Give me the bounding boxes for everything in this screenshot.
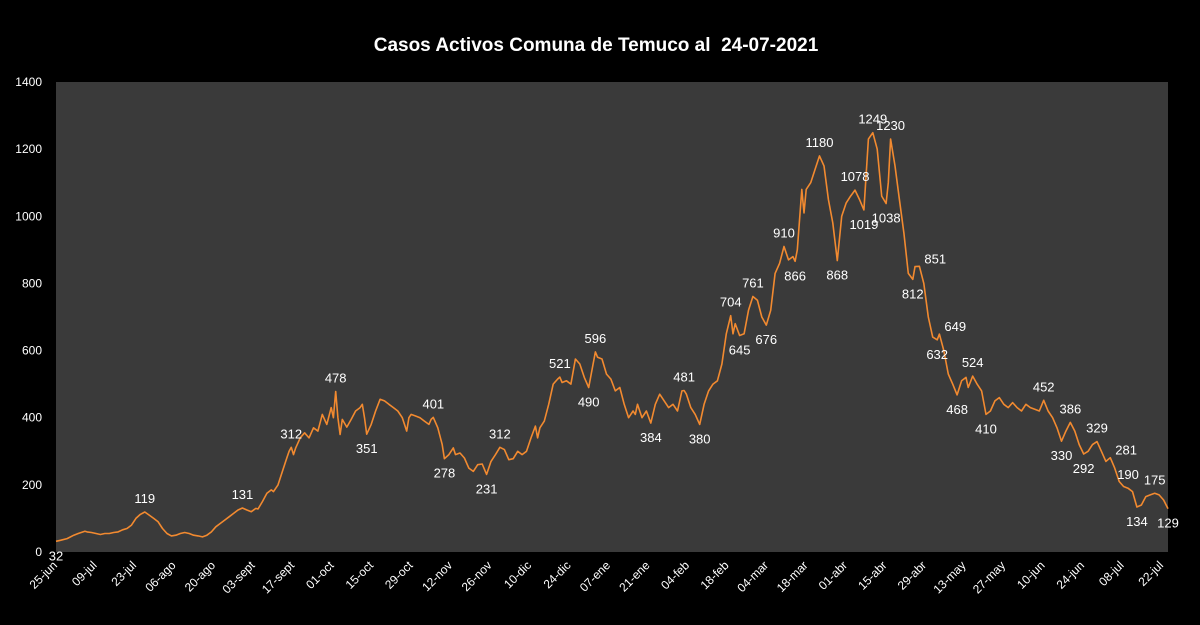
data-label: 596 bbox=[585, 331, 607, 346]
data-label: 119 bbox=[134, 491, 155, 506]
data-label: 134 bbox=[1126, 514, 1148, 529]
data-label: 521 bbox=[549, 356, 571, 371]
y-tick-label: 1400 bbox=[15, 75, 42, 89]
data-label: 866 bbox=[784, 268, 806, 283]
data-label: 1019 bbox=[849, 217, 878, 232]
series-line bbox=[55, 131, 1169, 543]
data-label: 190 bbox=[1117, 467, 1139, 482]
series-layer bbox=[55, 131, 1169, 543]
y-tick-label: 1000 bbox=[15, 209, 42, 223]
data-label: 401 bbox=[422, 396, 444, 411]
y-tick-label: 200 bbox=[22, 478, 42, 492]
data-label: 645 bbox=[729, 342, 751, 357]
data-label: 351 bbox=[356, 441, 378, 456]
data-label: 704 bbox=[720, 295, 742, 310]
data-label: 478 bbox=[325, 371, 347, 386]
data-label: 524 bbox=[962, 355, 984, 370]
data-label: 851 bbox=[924, 251, 946, 266]
data-label: 452 bbox=[1033, 379, 1055, 394]
y-tick-label: 1200 bbox=[15, 142, 42, 156]
y-tick-label: 0 bbox=[35, 545, 42, 559]
data-label: 312 bbox=[280, 426, 302, 441]
data-label: 1180 bbox=[806, 135, 834, 150]
data-label: 812 bbox=[902, 286, 924, 301]
data-label: 380 bbox=[689, 431, 711, 446]
y-tick-label: 400 bbox=[22, 411, 42, 425]
data-label: 175 bbox=[1144, 472, 1166, 487]
data-label: 410 bbox=[975, 421, 997, 436]
chart-title: Casos Activos Comuna de Temuco al 24-07-… bbox=[374, 35, 819, 56]
data-label: 32 bbox=[49, 548, 63, 563]
plot-area bbox=[56, 82, 1168, 552]
data-label: 131 bbox=[232, 487, 254, 502]
data-label: 649 bbox=[944, 319, 966, 334]
data-label: 312 bbox=[489, 426, 511, 441]
data-label: 231 bbox=[476, 481, 498, 496]
data-label: 1230 bbox=[876, 118, 905, 133]
data-label: 632 bbox=[926, 347, 948, 362]
data-label: 281 bbox=[1115, 443, 1137, 458]
data-label: 468 bbox=[946, 402, 968, 417]
data-label: 868 bbox=[826, 268, 848, 283]
data-label: 330 bbox=[1051, 448, 1073, 463]
data-label: 490 bbox=[578, 395, 600, 410]
data-label: 292 bbox=[1073, 461, 1095, 476]
data-label: 1078 bbox=[841, 169, 870, 184]
data-label: 329 bbox=[1086, 421, 1108, 436]
data-labels: 32 119 131 312 478 351 401 278 231 312 521 490 596 38… bbox=[49, 112, 1179, 564]
y-tick-label: 800 bbox=[22, 276, 42, 290]
data-label: 910 bbox=[773, 226, 795, 241]
data-label: 1038 bbox=[872, 211, 901, 226]
data-label: 481 bbox=[673, 370, 695, 385]
data-label: 278 bbox=[434, 466, 456, 481]
data-label: 1249 bbox=[858, 112, 887, 127]
y-tick-label: 600 bbox=[22, 344, 42, 358]
data-label: 386 bbox=[1059, 401, 1081, 416]
data-label: 129 bbox=[1157, 516, 1179, 531]
data-label: 761 bbox=[742, 276, 764, 291]
data-label: 384 bbox=[640, 430, 662, 445]
y-axis: 0 200 400 600 800 1000 1200 1400 bbox=[15, 75, 42, 559]
data-label: 676 bbox=[755, 332, 777, 347]
